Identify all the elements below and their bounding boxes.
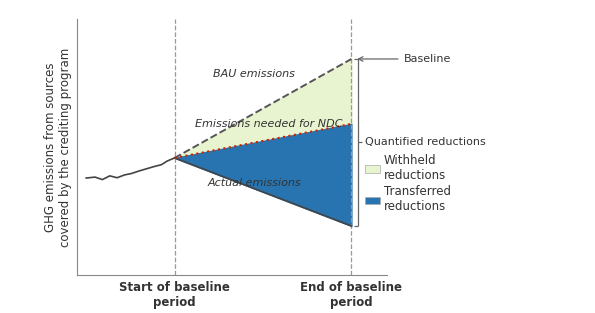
- Text: Emissions needed for NDC: Emissions needed for NDC: [195, 119, 343, 129]
- Text: Quantified reductions: Quantified reductions: [365, 137, 486, 147]
- Text: Actual emissions: Actual emissions: [207, 178, 301, 188]
- Text: Transferred
reductions: Transferred reductions: [384, 185, 451, 213]
- Text: Withheld
reductions: Withheld reductions: [384, 153, 446, 182]
- Y-axis label: GHG emissions from sources
covered by the crediting program: GHG emissions from sources covered by th…: [44, 48, 72, 247]
- Text: Baseline: Baseline: [404, 54, 451, 64]
- Text: BAU emissions: BAU emissions: [213, 69, 295, 79]
